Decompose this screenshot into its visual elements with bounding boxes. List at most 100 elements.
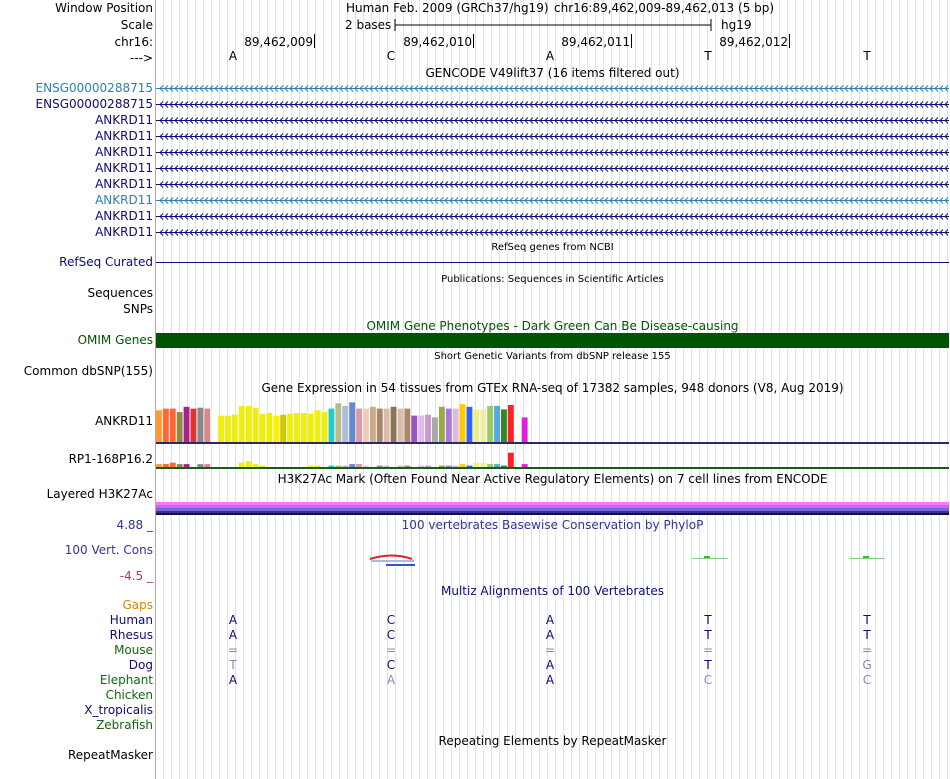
gtex-bar-rp1[interactable] <box>397 465 404 467</box>
gtex-bar-ankrd11[interactable] <box>369 406 376 442</box>
gtex-bar-ankrd11[interactable] <box>418 415 425 442</box>
h3k27ac-layers[interactable] <box>156 500 949 516</box>
gtex-bar-rp1[interactable] <box>176 464 183 467</box>
gtex-bar-ankrd11[interactable] <box>487 405 494 442</box>
gtex-bar-ankrd11[interactable] <box>287 413 293 442</box>
gtex-bar-rp1[interactable] <box>204 464 211 467</box>
gtex-bar-ankrd11[interactable] <box>507 405 514 442</box>
multiz-species-label[interactable]: Rhesus <box>109 628 153 642</box>
gtex-bar-ankrd11[interactable] <box>225 415 231 442</box>
sequences-label[interactable]: Sequences <box>87 286 153 300</box>
gtex-bar-ankrd11[interactable] <box>425 414 431 442</box>
gtex-bar-rp1[interactable] <box>314 465 321 467</box>
gencode-item-label[interactable]: ANKRD11 <box>95 161 153 175</box>
gtex-bar-rp1[interactable] <box>356 464 362 467</box>
multiz-species-label[interactable]: Human <box>109 613 153 627</box>
omim-feature-bar[interactable] <box>156 333 949 348</box>
gencode-transcript-line[interactable] <box>156 116 949 125</box>
gtex-bar-ankrd11[interactable] <box>397 408 404 442</box>
gtex-bar-rp1[interactable] <box>169 462 176 467</box>
gtex-bar-rp1[interactable] <box>162 464 169 467</box>
gtex-bar-ankrd11[interactable] <box>363 408 369 442</box>
gtex-bar-ankrd11[interactable] <box>411 415 418 442</box>
gtex-bar-rp1[interactable] <box>252 464 259 467</box>
position-text[interactable]: chr16:89,462,009-89,462,013 (5 bp) <box>554 1 775 15</box>
gtex-bar-rp1[interactable] <box>425 465 431 467</box>
gtex-bar-ankrd11[interactable] <box>190 408 197 442</box>
multiz-species-label[interactable]: Chicken <box>105 688 153 702</box>
gtex-bar-ankrd11[interactable] <box>259 413 266 442</box>
multiz-species-label[interactable]: X_tropicalis <box>84 703 153 717</box>
gtex-bar-ankrd11[interactable] <box>294 413 300 442</box>
gtex-bar-ankrd11[interactable] <box>280 414 287 442</box>
gtex-bar-ankrd11[interactable] <box>480 409 487 442</box>
gtex-bar-ankrd11[interactable] <box>356 408 362 442</box>
gencode-item-label[interactable]: ANKRD11 <box>95 129 153 143</box>
gtex-bar-ankrd11[interactable] <box>432 417 438 442</box>
gtex-bar-ankrd11[interactable] <box>162 408 169 442</box>
gtex-bar-rp1[interactable] <box>335 465 342 467</box>
gtex-bar-ankrd11[interactable] <box>273 415 280 442</box>
gtex-bar-ankrd11[interactable] <box>328 408 335 442</box>
gtex-bar-ankrd11[interactable] <box>349 402 356 442</box>
gtex-bar-ankrd11[interactable] <box>169 408 176 442</box>
gtex-bar-ankrd11[interactable] <box>342 405 349 442</box>
gtex-bar-ankrd11[interactable] <box>300 413 307 442</box>
gtex-bar-ankrd11[interactable] <box>245 405 252 442</box>
gtex-bar-rp1[interactable] <box>307 465 314 467</box>
gtex-bar-rp1[interactable] <box>197 464 204 467</box>
gtex-bar-rp1[interactable] <box>259 465 266 467</box>
gtex-bar-rp1[interactable] <box>238 462 245 467</box>
gtex-gene-2-label[interactable]: RP1-168P16.2 <box>68 452 153 466</box>
phylop-signal[interactable] <box>156 550 949 570</box>
multiz-species-label[interactable]: Zebrafish <box>96 718 153 732</box>
gtex-bar-ankrd11[interactable] <box>335 403 342 442</box>
gtex-bar-ankrd11[interactable] <box>183 406 190 442</box>
gtex-bar-ankrd11[interactable] <box>466 406 473 442</box>
gencode-item-label[interactable]: ANKRD11 <box>95 177 153 191</box>
gtex-bar-ankrd11[interactable] <box>452 408 459 442</box>
gencode-item-label[interactable]: ANKRD11 <box>95 209 153 223</box>
gencode-transcript-line[interactable] <box>156 84 949 93</box>
gtex-bar-rp1[interactable] <box>473 462 480 467</box>
gtex-bar-chart[interactable] <box>156 394 949 470</box>
gencode-transcript-line[interactable] <box>156 196 949 205</box>
gtex-bar-ankrd11[interactable] <box>404 408 411 442</box>
gtex-bar-rp1[interactable] <box>494 464 500 467</box>
gtex-bar-ankrd11[interactable] <box>438 406 445 442</box>
gtex-bar-rp1[interactable] <box>418 465 425 467</box>
gencode-transcript-line[interactable] <box>156 180 949 189</box>
gtex-bar-rp1[interactable] <box>404 465 411 467</box>
gtex-bar-ankrd11[interactable] <box>314 410 321 442</box>
gtex-bar-rp1[interactable] <box>521 464 528 467</box>
gencode-item-label[interactable]: ANKRD11 <box>95 193 153 207</box>
gtex-bar-rp1[interactable] <box>445 465 452 467</box>
gtex-bar-ankrd11[interactable] <box>473 409 480 442</box>
refseq-label[interactable]: RefSeq Curated <box>59 255 153 269</box>
gtex-bar-ankrd11[interactable] <box>231 414 238 442</box>
gtex-bar-ankrd11[interactable] <box>252 407 259 442</box>
phylop-label[interactable]: 100 Vert. Cons <box>64 543 153 557</box>
gtex-bar-ankrd11[interactable] <box>501 409 507 442</box>
gtex-bar-ankrd11[interactable] <box>266 413 273 442</box>
gtex-bar-ankrd11[interactable] <box>521 417 528 442</box>
repeatmasker-label[interactable]: RepeatMasker <box>67 748 153 762</box>
gtex-bar-ankrd11[interactable] <box>390 406 397 442</box>
gtex-bar-ankrd11[interactable] <box>514 410 521 442</box>
gencode-transcript-line[interactable] <box>156 100 949 109</box>
gtex-bar-rp1[interactable] <box>480 462 487 467</box>
gencode-transcript-line[interactable] <box>156 164 949 173</box>
gtex-bar-rp1[interactable] <box>156 464 162 467</box>
gtex-bar-rp1[interactable] <box>245 461 252 467</box>
gtex-bar-ankrd11[interactable] <box>459 404 466 442</box>
gtex-bar-rp1[interactable] <box>383 465 390 467</box>
gtex-bar-rp1[interactable] <box>466 465 473 467</box>
gtex-bar-ankrd11[interactable] <box>218 415 224 442</box>
snps-label[interactable]: SNPs <box>123 302 153 316</box>
gtex-bar-ankrd11[interactable] <box>238 405 245 442</box>
gencode-transcript-line[interactable] <box>156 148 949 157</box>
gtex-bar-rp1[interactable] <box>459 464 466 467</box>
gencode-item-label[interactable]: ANKRD11 <box>95 145 153 159</box>
gtex-bar-rp1[interactable] <box>438 465 445 467</box>
gtex-bar-ankrd11[interactable] <box>445 408 452 442</box>
